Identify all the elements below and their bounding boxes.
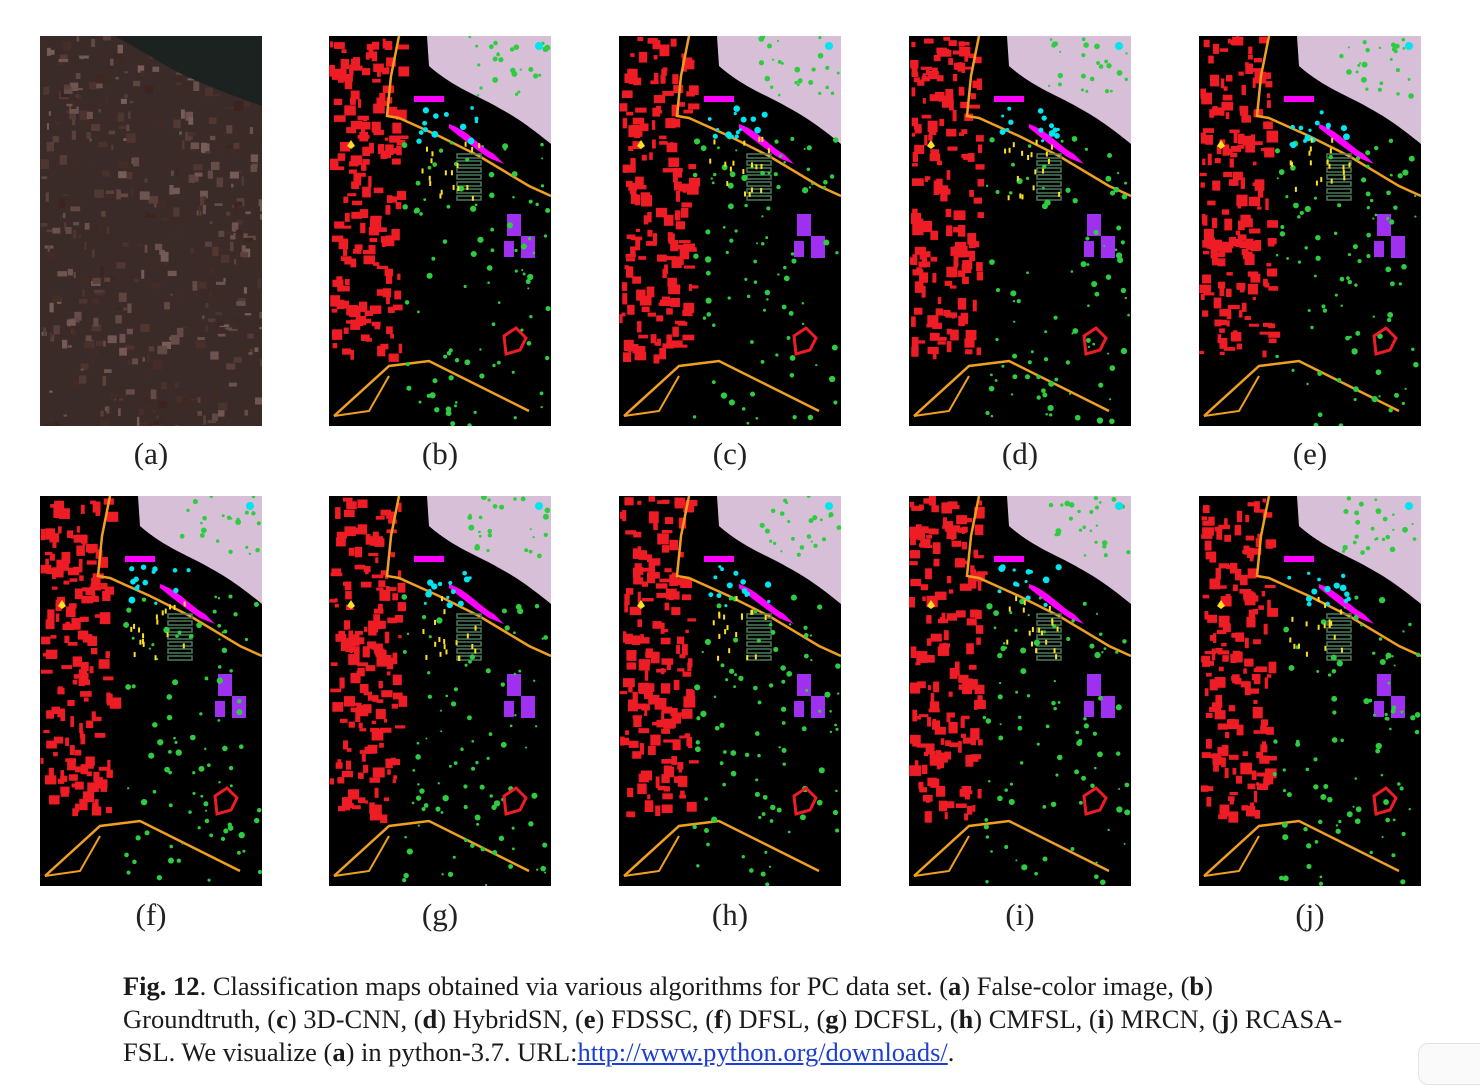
caption-text: ) HybridSN, ( (437, 1004, 583, 1034)
caption-key: f (714, 1004, 723, 1034)
caption-text: ) False-color image, ( (961, 971, 1189, 1001)
caption-key: e (584, 1004, 596, 1034)
panel-label-g: (g) (329, 897, 551, 933)
caption-text: ) DFSL, ( (723, 1004, 825, 1034)
classification-map-h (619, 496, 841, 886)
classification-map-e (1199, 36, 1421, 426)
panel-label-j: (j) (1199, 897, 1421, 933)
caption-text: ) 3D-CNN, ( (288, 1004, 423, 1034)
caption-end: . (948, 1037, 955, 1067)
panel-b (329, 36, 551, 426)
panel-label-i: (i) (909, 897, 1131, 933)
classification-map-c (619, 36, 841, 426)
panel-j (1199, 496, 1421, 886)
panel-label-e: (e) (1199, 436, 1421, 472)
caption-key: c (276, 1004, 288, 1034)
caption-key: h (959, 1004, 974, 1034)
caption-key: b (1189, 971, 1204, 1001)
caption-tail: ) in python-3.7. URL: (346, 1037, 578, 1067)
panel-e (1199, 36, 1421, 426)
classification-map-g (329, 496, 551, 886)
panel-label-h: (h) (619, 897, 841, 933)
panel-label-c: (c) (619, 436, 841, 472)
classification-map-f (40, 496, 262, 886)
caption-text: ) DCFSL, ( (839, 1004, 959, 1034)
caption-text: ) MRCN, ( (1105, 1004, 1221, 1034)
panel-h (619, 496, 841, 886)
false-color-image (40, 36, 262, 426)
panel-a (40, 36, 262, 426)
classification-map-d (909, 36, 1131, 426)
classification-map-b (329, 36, 551, 426)
caption-key: g (825, 1004, 838, 1034)
panel-label-d: (d) (909, 436, 1131, 472)
caption-lead: . Classification maps obtained via vario… (200, 971, 948, 1001)
panel-i (909, 496, 1131, 886)
panel-label-f: (f) (40, 897, 262, 933)
caption-key: d (423, 1004, 438, 1034)
fig-label: Fig. 12 (123, 971, 200, 1001)
caption-key: a (332, 1037, 345, 1067)
panel-g (329, 496, 551, 886)
caption-key: a (948, 971, 961, 1001)
caption-text: ) FDSSC, ( (596, 1004, 715, 1034)
panel-label-a: (a) (40, 436, 262, 472)
panel-d (909, 36, 1131, 426)
figure-caption: Fig. 12. Classification maps obtained vi… (123, 970, 1343, 1069)
classification-map-i (909, 496, 1131, 886)
classification-map-j (1199, 496, 1421, 886)
caption-text: ) CMFSL, ( (973, 1004, 1097, 1034)
python-download-link[interactable]: http://www.python.org/downloads/ (577, 1037, 947, 1067)
caption-key: i (1098, 1004, 1105, 1034)
panel-f (40, 496, 262, 886)
panel-label-b: (b) (329, 436, 551, 472)
panel-c (619, 36, 841, 426)
caption-key: j (1221, 1004, 1230, 1034)
scroll-to-top-tab[interactable] (1418, 1043, 1480, 1085)
